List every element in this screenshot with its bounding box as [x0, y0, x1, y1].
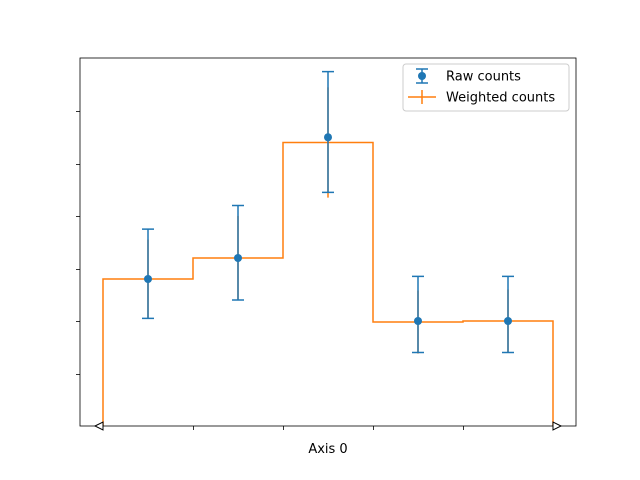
legend: Raw counts Weighted counts [402, 63, 570, 112]
raw-counts-point-2 [324, 133, 332, 142]
raw-counts-point-4 [504, 317, 512, 325]
overflow-marker [552, 421, 563, 431]
legend-entry-weighted-counts: Weighted counts [408, 90, 555, 106]
legend-entry-raw-counts: Raw counts [416, 68, 521, 85]
y-axis-ticks [76, 111, 80, 375]
x-axis-label: Axis 0 [308, 442, 347, 457]
underflow-marker [93, 421, 104, 431]
overflow-markers [93, 421, 563, 431]
legend-label-raw-counts: Raw counts [446, 70, 521, 85]
axes-frame [79, 57, 577, 427]
legend-box [402, 63, 570, 112]
x-axis-ticks [193, 426, 464, 430]
raw-counts-point-1 [234, 254, 242, 262]
raw-counts-point-0 [144, 275, 152, 283]
plot-area [102, 70, 554, 426]
raw-counts-point-3 [414, 317, 422, 325]
legend-label-weighted-counts: Weighted counts [446, 91, 555, 106]
